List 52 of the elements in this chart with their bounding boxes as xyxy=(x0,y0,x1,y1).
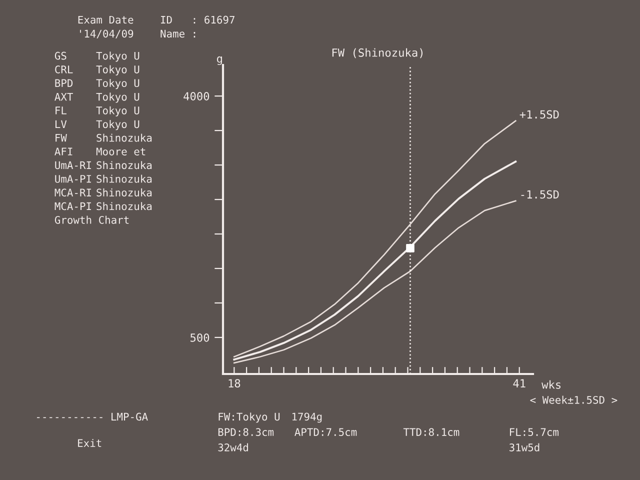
text: Tokyo U xyxy=(96,78,140,90)
x-tick-label: 18 xyxy=(228,379,240,388)
text: AXT xyxy=(54,92,73,101)
text: BPD xyxy=(55,79,73,87)
text: FW:Tokyo U xyxy=(218,412,280,423)
text: Tokyo U xyxy=(96,65,140,76)
series-label: -1.5SD xyxy=(521,190,559,199)
text: FL:5.7cm xyxy=(510,428,558,436)
text: Tokyo U xyxy=(96,120,140,130)
text: Tokyo U xyxy=(96,106,140,116)
text: CRL xyxy=(55,65,73,74)
text: Tokyo U xyxy=(96,92,140,103)
text: ----------- LMP-GA xyxy=(37,412,148,421)
x-tick-label: 41 xyxy=(513,379,526,388)
text: '14/04/09 xyxy=(80,30,134,38)
text: 32w4d xyxy=(218,443,248,452)
text: MCA-RI xyxy=(54,188,91,196)
text: Moore et xyxy=(96,148,146,156)
line-series xyxy=(233,200,516,364)
text: 1794g xyxy=(292,412,322,423)
series-label: +1.5SD xyxy=(520,110,559,119)
x-axis-title: wks xyxy=(542,380,561,389)
chart-title: FW (Shinozuka) xyxy=(332,48,423,58)
y-tick-label: 500 xyxy=(190,333,210,342)
text: BPD:8.3cm xyxy=(218,428,274,436)
text: UmA-RI xyxy=(55,161,91,170)
text: GS xyxy=(54,52,66,60)
text: Tokyo U xyxy=(96,52,140,62)
text: FL xyxy=(56,106,66,114)
text: Growth Chart xyxy=(54,216,129,224)
text: < Week±1.5SD > xyxy=(530,396,618,404)
text: APTD:7.5cm xyxy=(294,428,357,436)
line-series xyxy=(233,160,517,360)
y-tick-label: 4000 xyxy=(184,92,210,100)
text: ID : 61697 xyxy=(161,16,234,24)
text: 31w5d xyxy=(509,443,540,452)
text: Shinozuka xyxy=(96,188,152,196)
text: AFI xyxy=(54,148,72,156)
y-axis-title: g xyxy=(216,56,222,65)
text: Shinozuka xyxy=(96,134,152,142)
line-series xyxy=(233,120,516,358)
text: Exam Date xyxy=(78,16,134,24)
text: MCA-PI xyxy=(54,202,91,210)
text: Shinozuka xyxy=(96,202,152,210)
text: Shinozuka xyxy=(96,174,152,183)
text: TTD:8.1cm xyxy=(403,428,460,436)
text: FW xyxy=(56,134,67,142)
text: UmA-PI xyxy=(55,175,91,183)
text: Exit xyxy=(78,438,102,447)
text: Shinozuka xyxy=(96,161,152,170)
text: LV xyxy=(55,120,67,128)
text: Name : xyxy=(160,30,196,38)
